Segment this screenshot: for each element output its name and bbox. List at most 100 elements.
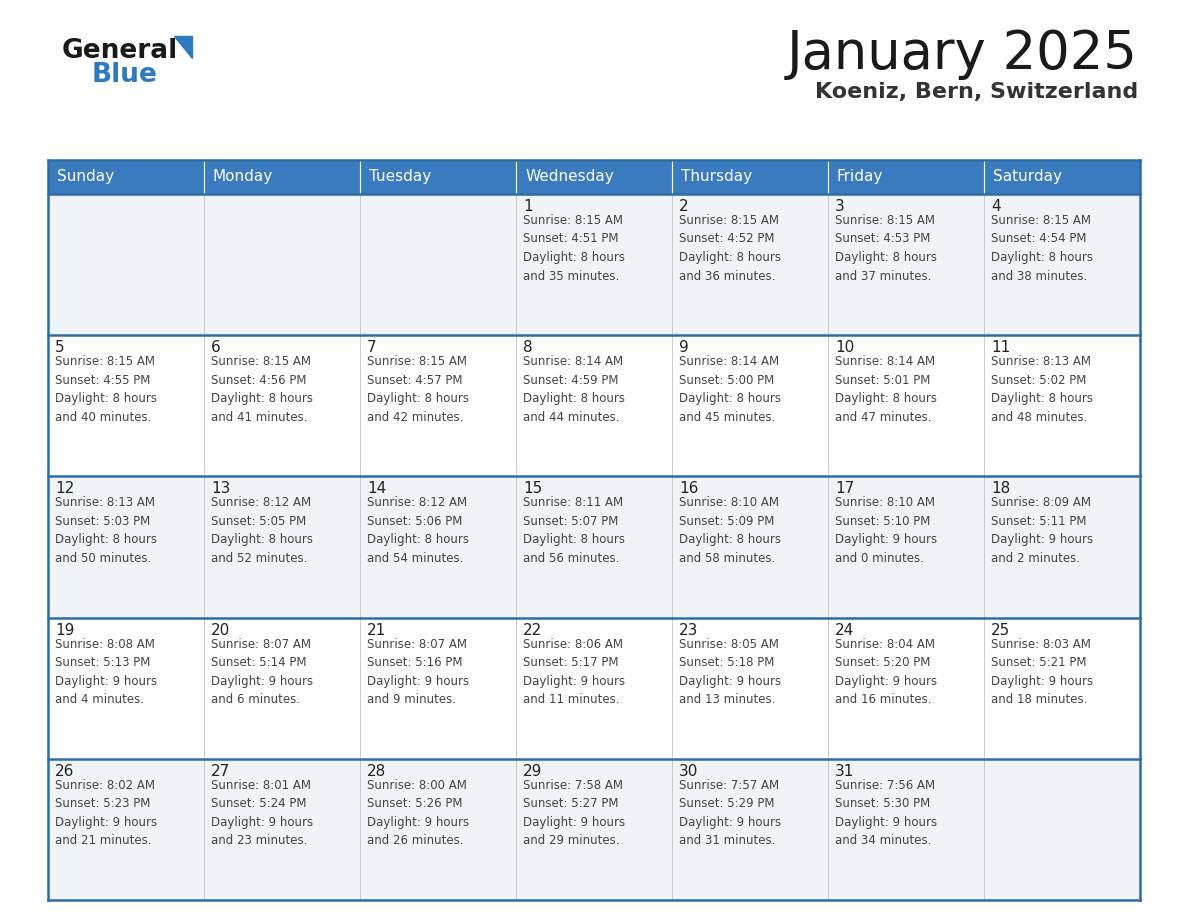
- Text: 8: 8: [523, 341, 532, 355]
- Text: Koeniz, Bern, Switzerland: Koeniz, Bern, Switzerland: [815, 82, 1138, 102]
- Bar: [984, 476, 1140, 618]
- Text: Sunrise: 8:13 AM
Sunset: 5:03 PM
Daylight: 8 hours
and 50 minutes.: Sunrise: 8:13 AM Sunset: 5:03 PM Dayligh…: [55, 497, 157, 565]
- Bar: [204, 759, 360, 900]
- Text: Sunrise: 8:15 AM
Sunset: 4:52 PM
Daylight: 8 hours
and 36 minutes.: Sunrise: 8:15 AM Sunset: 4:52 PM Dayligh…: [680, 214, 781, 283]
- Bar: [48, 618, 204, 759]
- Bar: [828, 618, 984, 759]
- Bar: [672, 194, 828, 335]
- Text: Sunrise: 8:14 AM
Sunset: 5:01 PM
Daylight: 8 hours
and 47 minutes.: Sunrise: 8:14 AM Sunset: 5:01 PM Dayligh…: [835, 355, 937, 424]
- Bar: [204, 194, 360, 335]
- Text: Sunrise: 8:15 AM
Sunset: 4:57 PM
Daylight: 8 hours
and 42 minutes.: Sunrise: 8:15 AM Sunset: 4:57 PM Dayligh…: [367, 355, 469, 424]
- Text: 21: 21: [367, 622, 386, 638]
- Bar: [360, 160, 516, 194]
- Text: Sunrise: 8:10 AM
Sunset: 5:09 PM
Daylight: 8 hours
and 58 minutes.: Sunrise: 8:10 AM Sunset: 5:09 PM Dayligh…: [680, 497, 781, 565]
- Text: Sunday: Sunday: [57, 170, 114, 185]
- Bar: [360, 618, 516, 759]
- Bar: [204, 335, 360, 476]
- Text: Sunrise: 8:02 AM
Sunset: 5:23 PM
Daylight: 9 hours
and 21 minutes.: Sunrise: 8:02 AM Sunset: 5:23 PM Dayligh…: [55, 778, 157, 847]
- Polygon shape: [173, 36, 192, 58]
- Bar: [360, 476, 516, 618]
- Text: Sunrise: 8:05 AM
Sunset: 5:18 PM
Daylight: 9 hours
and 13 minutes.: Sunrise: 8:05 AM Sunset: 5:18 PM Dayligh…: [680, 638, 782, 706]
- Text: Thursday: Thursday: [681, 170, 752, 185]
- Text: 12: 12: [55, 481, 74, 497]
- Text: 17: 17: [835, 481, 854, 497]
- Text: Sunrise: 8:15 AM
Sunset: 4:56 PM
Daylight: 8 hours
and 41 minutes.: Sunrise: 8:15 AM Sunset: 4:56 PM Dayligh…: [211, 355, 312, 424]
- Bar: [516, 759, 672, 900]
- Text: 6: 6: [211, 341, 221, 355]
- Text: Sunrise: 8:15 AM
Sunset: 4:53 PM
Daylight: 8 hours
and 37 minutes.: Sunrise: 8:15 AM Sunset: 4:53 PM Dayligh…: [835, 214, 937, 283]
- Text: Sunrise: 8:12 AM
Sunset: 5:05 PM
Daylight: 8 hours
and 52 minutes.: Sunrise: 8:12 AM Sunset: 5:05 PM Dayligh…: [211, 497, 312, 565]
- Text: Sunrise: 8:13 AM
Sunset: 5:02 PM
Daylight: 8 hours
and 48 minutes.: Sunrise: 8:13 AM Sunset: 5:02 PM Dayligh…: [991, 355, 1093, 424]
- Bar: [204, 476, 360, 618]
- Bar: [984, 335, 1140, 476]
- Text: 10: 10: [835, 341, 854, 355]
- Bar: [48, 759, 204, 900]
- Text: 23: 23: [680, 622, 699, 638]
- Text: 20: 20: [211, 622, 230, 638]
- Bar: [672, 160, 828, 194]
- Text: Saturday: Saturday: [993, 170, 1062, 185]
- Text: Sunrise: 8:10 AM
Sunset: 5:10 PM
Daylight: 9 hours
and 0 minutes.: Sunrise: 8:10 AM Sunset: 5:10 PM Dayligh…: [835, 497, 937, 565]
- Text: Sunrise: 8:07 AM
Sunset: 5:14 PM
Daylight: 9 hours
and 6 minutes.: Sunrise: 8:07 AM Sunset: 5:14 PM Dayligh…: [211, 638, 314, 706]
- Text: Tuesday: Tuesday: [369, 170, 431, 185]
- Text: Sunrise: 8:11 AM
Sunset: 5:07 PM
Daylight: 8 hours
and 56 minutes.: Sunrise: 8:11 AM Sunset: 5:07 PM Dayligh…: [523, 497, 625, 565]
- Bar: [828, 160, 984, 194]
- Bar: [48, 160, 204, 194]
- Bar: [360, 194, 516, 335]
- Text: 28: 28: [367, 764, 386, 778]
- Text: 16: 16: [680, 481, 699, 497]
- Text: 18: 18: [991, 481, 1010, 497]
- Text: 14: 14: [367, 481, 386, 497]
- Bar: [204, 618, 360, 759]
- Text: General: General: [62, 38, 178, 64]
- Bar: [360, 335, 516, 476]
- Text: 29: 29: [523, 764, 543, 778]
- Bar: [48, 335, 204, 476]
- Bar: [672, 476, 828, 618]
- Bar: [516, 194, 672, 335]
- Text: Sunrise: 8:00 AM
Sunset: 5:26 PM
Daylight: 9 hours
and 26 minutes.: Sunrise: 8:00 AM Sunset: 5:26 PM Dayligh…: [367, 778, 469, 847]
- Text: 11: 11: [991, 341, 1010, 355]
- Text: 1: 1: [523, 199, 532, 214]
- Text: 25: 25: [991, 622, 1010, 638]
- Text: Monday: Monday: [213, 170, 273, 185]
- Text: Sunrise: 8:07 AM
Sunset: 5:16 PM
Daylight: 9 hours
and 9 minutes.: Sunrise: 8:07 AM Sunset: 5:16 PM Dayligh…: [367, 638, 469, 706]
- Text: Sunrise: 7:56 AM
Sunset: 5:30 PM
Daylight: 9 hours
and 34 minutes.: Sunrise: 7:56 AM Sunset: 5:30 PM Dayligh…: [835, 778, 937, 847]
- Bar: [828, 759, 984, 900]
- Text: 13: 13: [211, 481, 230, 497]
- Bar: [984, 194, 1140, 335]
- Text: Blue: Blue: [91, 62, 158, 88]
- Text: 24: 24: [835, 622, 854, 638]
- Bar: [984, 618, 1140, 759]
- Text: 27: 27: [211, 764, 230, 778]
- Text: Sunrise: 8:14 AM
Sunset: 5:00 PM
Daylight: 8 hours
and 45 minutes.: Sunrise: 8:14 AM Sunset: 5:00 PM Dayligh…: [680, 355, 781, 424]
- Text: Sunrise: 8:03 AM
Sunset: 5:21 PM
Daylight: 9 hours
and 18 minutes.: Sunrise: 8:03 AM Sunset: 5:21 PM Dayligh…: [991, 638, 1093, 706]
- Bar: [984, 759, 1140, 900]
- Text: Friday: Friday: [838, 170, 884, 185]
- Text: 7: 7: [367, 341, 377, 355]
- Text: 4: 4: [991, 199, 1000, 214]
- Bar: [360, 759, 516, 900]
- Text: 5: 5: [55, 341, 64, 355]
- Text: Sunrise: 8:09 AM
Sunset: 5:11 PM
Daylight: 9 hours
and 2 minutes.: Sunrise: 8:09 AM Sunset: 5:11 PM Dayligh…: [991, 497, 1093, 565]
- Text: 3: 3: [835, 199, 845, 214]
- Bar: [48, 476, 204, 618]
- Bar: [516, 476, 672, 618]
- Bar: [828, 194, 984, 335]
- Text: 19: 19: [55, 622, 75, 638]
- Text: 30: 30: [680, 764, 699, 778]
- Text: Wednesday: Wednesday: [525, 170, 614, 185]
- Bar: [672, 618, 828, 759]
- Text: Sunrise: 8:08 AM
Sunset: 5:13 PM
Daylight: 9 hours
and 4 minutes.: Sunrise: 8:08 AM Sunset: 5:13 PM Dayligh…: [55, 638, 157, 706]
- Text: 15: 15: [523, 481, 542, 497]
- Bar: [204, 160, 360, 194]
- Text: Sunrise: 7:57 AM
Sunset: 5:29 PM
Daylight: 9 hours
and 31 minutes.: Sunrise: 7:57 AM Sunset: 5:29 PM Dayligh…: [680, 778, 782, 847]
- Text: Sunrise: 8:01 AM
Sunset: 5:24 PM
Daylight: 9 hours
and 23 minutes.: Sunrise: 8:01 AM Sunset: 5:24 PM Dayligh…: [211, 778, 314, 847]
- Text: January 2025: January 2025: [788, 28, 1138, 80]
- Text: Sunrise: 8:14 AM
Sunset: 4:59 PM
Daylight: 8 hours
and 44 minutes.: Sunrise: 8:14 AM Sunset: 4:59 PM Dayligh…: [523, 355, 625, 424]
- Text: 26: 26: [55, 764, 75, 778]
- Bar: [672, 335, 828, 476]
- Bar: [516, 618, 672, 759]
- Text: Sunrise: 8:15 AM
Sunset: 4:55 PM
Daylight: 8 hours
and 40 minutes.: Sunrise: 8:15 AM Sunset: 4:55 PM Dayligh…: [55, 355, 157, 424]
- Text: Sunrise: 8:15 AM
Sunset: 4:51 PM
Daylight: 8 hours
and 35 minutes.: Sunrise: 8:15 AM Sunset: 4:51 PM Dayligh…: [523, 214, 625, 283]
